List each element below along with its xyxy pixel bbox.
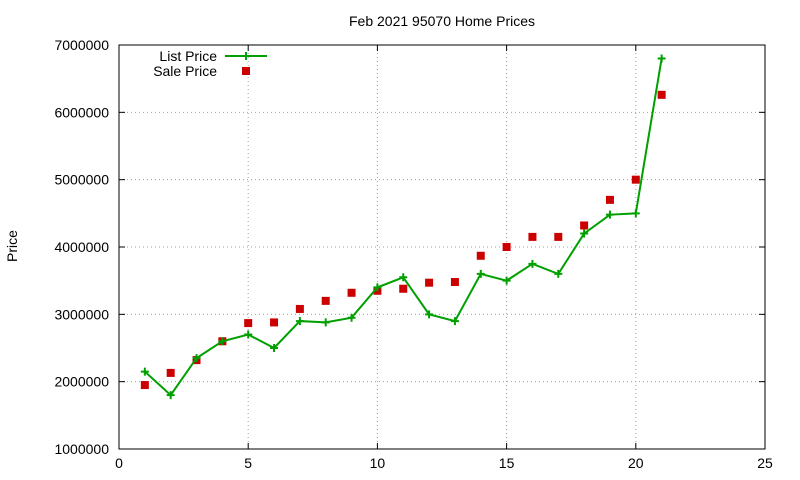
chart-title: Feb 2021 95070 Home Prices [349, 13, 535, 29]
y-tick-label: 2000000 [54, 374, 109, 390]
list-price-point [373, 283, 382, 292]
sale-price-point [657, 90, 666, 99]
y-axis-label: Price [4, 230, 20, 262]
grid-lines [119, 45, 765, 449]
sale-price-point [347, 288, 356, 297]
list-price-point [554, 269, 563, 278]
y-tick-label: 3000000 [54, 306, 109, 322]
legend-marker-sale-price [242, 67, 250, 75]
list-price-point [218, 337, 227, 346]
legend-marker-list-price [242, 52, 250, 60]
sale-price-point [476, 251, 485, 260]
sale-price-point [554, 232, 563, 241]
list-price-point [166, 391, 175, 400]
sale-price-point [502, 243, 511, 251]
x-tick-label: 10 [370, 455, 386, 471]
sale-price-point [528, 232, 537, 241]
list-price-point [450, 317, 459, 326]
list-price-point [140, 367, 149, 376]
list-price-point [425, 310, 434, 319]
list-price-point [631, 209, 640, 218]
sale-price-point [605, 195, 614, 204]
y-tick-label: 6000000 [54, 104, 109, 120]
sale-price-point [321, 296, 330, 305]
sale-price-point [399, 284, 408, 293]
list-price-point [528, 259, 537, 268]
sale-price-point [450, 278, 459, 287]
list-price-point [476, 269, 485, 278]
list-price-point [321, 318, 330, 327]
sale-price-point [166, 368, 175, 377]
list-price-point [347, 313, 356, 322]
y-tick-label: 4000000 [54, 239, 109, 255]
list-price-point [192, 354, 201, 363]
list-price-point [605, 210, 614, 219]
list-price-point [399, 273, 408, 282]
list-price-point [502, 276, 511, 285]
y-tick-label: 7000000 [54, 37, 109, 53]
sale-price-point [270, 318, 279, 327]
x-tick-label: 0 [115, 455, 123, 471]
y-tick-label: 5000000 [54, 172, 109, 188]
list-price-point [657, 54, 666, 63]
list-price-point [270, 344, 279, 352]
axis-ticks: 0 5 10 15 20 25 1000000 2000000 3000000 4000000 50… [54, 37, 773, 471]
sale-price-point [295, 304, 304, 313]
sale-price-point [244, 319, 253, 328]
legend-label-list-price: List Price [159, 48, 217, 64]
x-tick-label: 25 [757, 455, 773, 471]
y-tick-label: 1000000 [54, 441, 109, 457]
list-price-point [244, 330, 253, 339]
legend-label-sale-price: Sale Price [153, 63, 217, 79]
x-tick-label: 5 [244, 455, 252, 471]
x-tick-label: 15 [499, 455, 515, 471]
sale-price-point [631, 175, 640, 184]
sale-price-point [140, 381, 149, 390]
x-tick-label: 20 [628, 455, 644, 471]
list-price-point [580, 229, 589, 238]
list-price-point [295, 317, 304, 326]
sale-price-point [425, 278, 434, 287]
sale-price-point [580, 221, 589, 230]
series-layer [140, 54, 666, 400]
